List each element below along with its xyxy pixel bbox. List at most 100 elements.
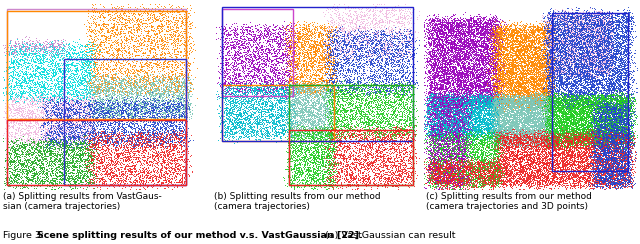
Point [237, 69, 247, 72]
Point [589, 132, 599, 136]
Point [536, 26, 547, 30]
Point [492, 152, 502, 156]
Point [615, 136, 625, 140]
Point [394, 135, 404, 139]
Point [586, 112, 596, 116]
Point [525, 118, 535, 122]
Point [90, 94, 100, 98]
Point [593, 144, 603, 148]
Point [447, 153, 457, 157]
Point [149, 104, 159, 108]
Point [260, 134, 270, 138]
Point [535, 184, 545, 188]
Point [488, 179, 499, 183]
Point [554, 16, 564, 20]
Point [263, 33, 273, 37]
Point [36, 105, 47, 109]
Point [554, 36, 564, 40]
Point [320, 179, 330, 183]
Point [438, 123, 449, 127]
Point [588, 78, 598, 82]
Point [166, 10, 177, 13]
Point [445, 130, 456, 133]
Point [297, 25, 307, 29]
Point [588, 137, 598, 141]
Point [568, 82, 578, 86]
Point [86, 154, 97, 158]
Point [432, 159, 442, 163]
Point [257, 118, 268, 122]
Point [522, 63, 532, 67]
Point [399, 45, 410, 49]
Point [38, 123, 48, 127]
Point [152, 92, 163, 96]
Point [369, 160, 379, 163]
Point [548, 41, 559, 45]
Point [521, 98, 531, 102]
Point [317, 130, 327, 134]
Point [408, 124, 418, 128]
Point [0, 117, 10, 121]
Point [576, 24, 586, 28]
Point [457, 53, 467, 57]
Point [303, 165, 314, 169]
Point [493, 97, 503, 101]
Point [52, 100, 62, 104]
Point [591, 120, 601, 124]
Point [356, 124, 367, 128]
Point [495, 61, 506, 65]
Point [607, 30, 618, 34]
Point [284, 57, 294, 61]
Point [168, 93, 179, 97]
Point [83, 59, 93, 62]
Point [447, 110, 458, 113]
Point [615, 109, 625, 113]
Point [472, 23, 482, 27]
Point [600, 105, 610, 109]
Point [38, 125, 49, 129]
Point [125, 25, 135, 29]
Point [540, 137, 550, 141]
Point [552, 142, 562, 146]
Point [485, 81, 495, 85]
Point [448, 54, 458, 58]
Point [482, 133, 492, 137]
Point [312, 149, 322, 152]
Point [259, 77, 269, 81]
Point [531, 120, 541, 124]
Point [154, 95, 164, 99]
Point [192, 96, 202, 100]
Point [459, 169, 469, 173]
Point [399, 163, 409, 167]
Point [300, 162, 310, 166]
Point [387, 175, 397, 179]
Point [72, 142, 83, 145]
Point [566, 44, 576, 48]
Point [332, 97, 342, 101]
Point [531, 112, 541, 116]
Point [141, 117, 151, 121]
Point [12, 93, 22, 97]
Point [483, 77, 493, 81]
Point [431, 175, 442, 179]
Point [482, 61, 492, 65]
Point [569, 69, 579, 73]
Point [508, 71, 518, 74]
Point [365, 31, 375, 35]
Point [339, 31, 349, 35]
Point [30, 158, 40, 162]
Point [286, 116, 296, 120]
Point [298, 140, 308, 144]
Point [440, 107, 451, 111]
Point [34, 51, 44, 55]
Point [466, 50, 476, 54]
Point [575, 28, 586, 32]
Point [450, 97, 460, 101]
Point [550, 179, 561, 183]
Point [495, 71, 505, 75]
Point [365, 50, 375, 54]
Point [445, 107, 456, 111]
Point [554, 135, 564, 139]
Point [253, 43, 264, 47]
Point [454, 117, 465, 121]
